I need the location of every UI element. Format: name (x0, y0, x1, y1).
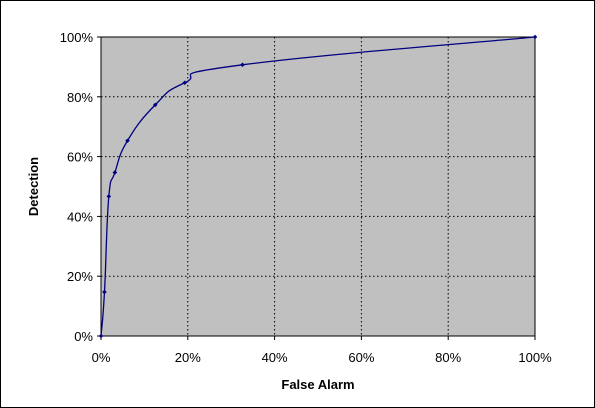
y-tick-label-2: 40% (67, 209, 93, 224)
plot-area (100, 36, 536, 337)
series-line-layer (100, 36, 536, 337)
grid-lines (101, 36, 535, 336)
data-point-0-7 (240, 62, 245, 68)
x-tick-label-3: 60% (348, 350, 374, 365)
data-point-0-2 (106, 194, 112, 199)
x-tick-label-5: 100% (518, 350, 552, 365)
x-tick-label-0: 0% (92, 350, 111, 365)
x-tick-label-4: 80% (435, 350, 461, 365)
series-line-0 (100, 36, 536, 337)
y-tick-label-4: 80% (67, 90, 93, 105)
data-point-0-3 (112, 170, 118, 175)
data-point-0-6 (182, 80, 188, 86)
data-point-0-4 (125, 138, 130, 144)
y-axis-title: Detection (26, 157, 41, 216)
series-markers (98, 34, 538, 339)
y-tick-label-0: 0% (74, 329, 93, 344)
x-tick-label-2: 40% (262, 350, 288, 365)
data-point-0-0 (98, 333, 104, 339)
y-tick-label-3: 60% (67, 150, 93, 165)
x-tick-label-1: 20% (175, 350, 201, 365)
y-tick-label-5: 100% (60, 30, 94, 45)
data-point-0-5 (152, 102, 158, 108)
data-point-0-8 (532, 34, 538, 40)
tick-labels: 0% 20% 40% 60% 80% 100% 0% 20% 40% 60% 80% 100% (60, 30, 552, 365)
data-point-0-1 (102, 289, 107, 295)
x-axis-title: False Alarm (281, 377, 354, 392)
y-tick-label-1: 20% (67, 269, 93, 284)
